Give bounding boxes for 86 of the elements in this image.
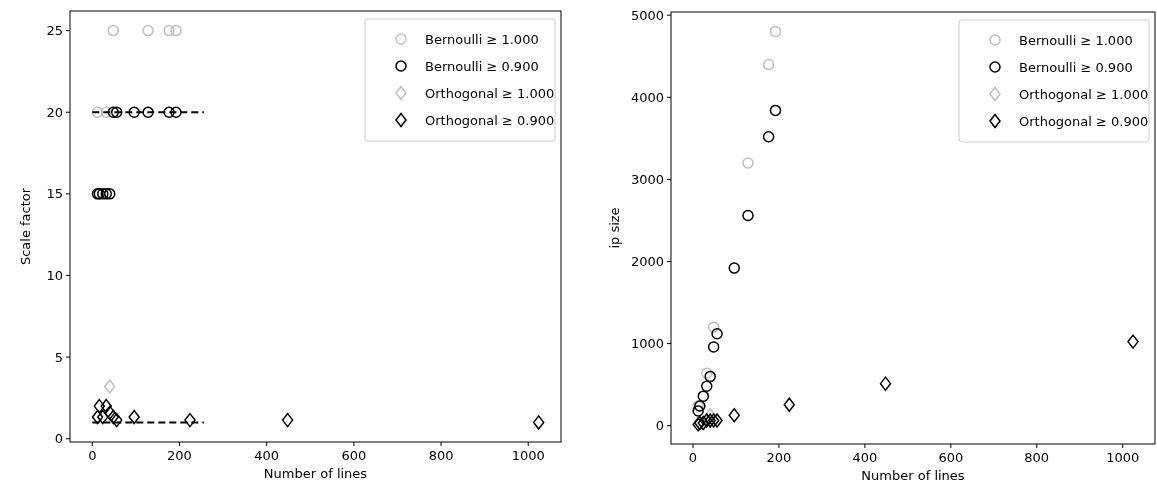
legend-label: Bernoulli ≥ 1.000 [1019,32,1133,48]
point [704,370,716,383]
legend-label: Orthogonal ≥ 1.000 [1019,86,1149,102]
point [107,24,119,37]
x-tick-label: 400 [852,450,878,465]
x-tick-label: 400 [254,448,280,463]
point [91,106,104,118]
point [107,409,119,425]
legend-label: Bernoulli ≥ 0.900 [425,58,539,74]
point [170,106,182,118]
x-tick-label: 200 [766,450,792,465]
x-tick-label: 1000 [511,448,545,463]
y-axis-title: ip size [607,207,622,249]
point [532,415,545,430]
x-tick-label: 600 [938,450,964,465]
point [704,407,716,423]
point [93,398,106,414]
point [692,405,704,417]
x-tick-label: 600 [341,448,367,463]
legend-label: Bernoulli ≥ 0.900 [1019,59,1133,75]
x-tick-label: 200 [167,448,192,463]
point [707,321,720,333]
point [879,376,892,391]
point [97,409,109,425]
point [91,409,104,425]
y-tick-label: 4000 [630,89,664,105]
point [762,130,775,143]
y-axis-title: Scale factor [18,187,33,266]
point [711,327,723,340]
point [163,24,175,37]
point [728,407,740,423]
x-tick-label: 0 [688,450,698,465]
point [742,157,754,169]
point [707,413,720,428]
point [769,104,782,117]
y-tick-label: 3000 [630,171,664,187]
y-tick-label: 25 [46,23,63,39]
point [762,58,775,71]
x-tick-label: 800 [1024,450,1050,465]
point [100,188,113,200]
legend-label: Bernoulli ≥ 1.000 [425,31,539,47]
point [697,390,710,402]
legend-label: Orthogonal ≥ 1.000 [425,85,555,101]
point [1127,334,1139,349]
point [697,415,710,431]
x-tick-label: 800 [428,448,454,463]
legend-label: Orthogonal ≥ 0.900 [425,112,555,128]
point [742,209,754,222]
point [100,398,113,414]
point [128,106,140,118]
y-tick-label: 20 [46,104,63,120]
y-tick-label: 0 [655,418,664,434]
point [142,106,154,118]
point [104,405,116,420]
point [110,412,123,428]
point [97,188,109,200]
point [701,380,713,393]
legend-label: Orthogonal ≥ 0.900 [1019,113,1149,129]
x-tick-label: 0 [88,448,97,463]
y-tick-label: 10 [46,268,63,284]
y-tick-label: 0 [54,431,63,447]
x-tick-label: 1000 [1106,450,1140,465]
point [128,409,140,425]
point [281,412,294,428]
point [783,397,795,412]
point [163,106,175,118]
y-tick-label: 15 [46,186,63,202]
point [142,24,154,37]
point [104,379,116,394]
point [107,106,119,118]
point [110,106,123,118]
point [769,25,782,38]
y-tick-label: 5 [54,349,63,365]
point [100,106,113,118]
point [170,24,182,37]
y-tick-label: 1000 [630,336,664,352]
point [728,262,740,274]
x-axis-title: Number of lines [263,466,368,481]
x-axis-title: Number of lines [861,468,965,483]
point [104,188,116,200]
point [711,413,723,428]
point [701,367,713,379]
point [184,412,196,428]
point [707,341,720,353]
y-tick-label: 5000 [630,7,664,23]
y-tick-label: 2000 [630,254,664,270]
